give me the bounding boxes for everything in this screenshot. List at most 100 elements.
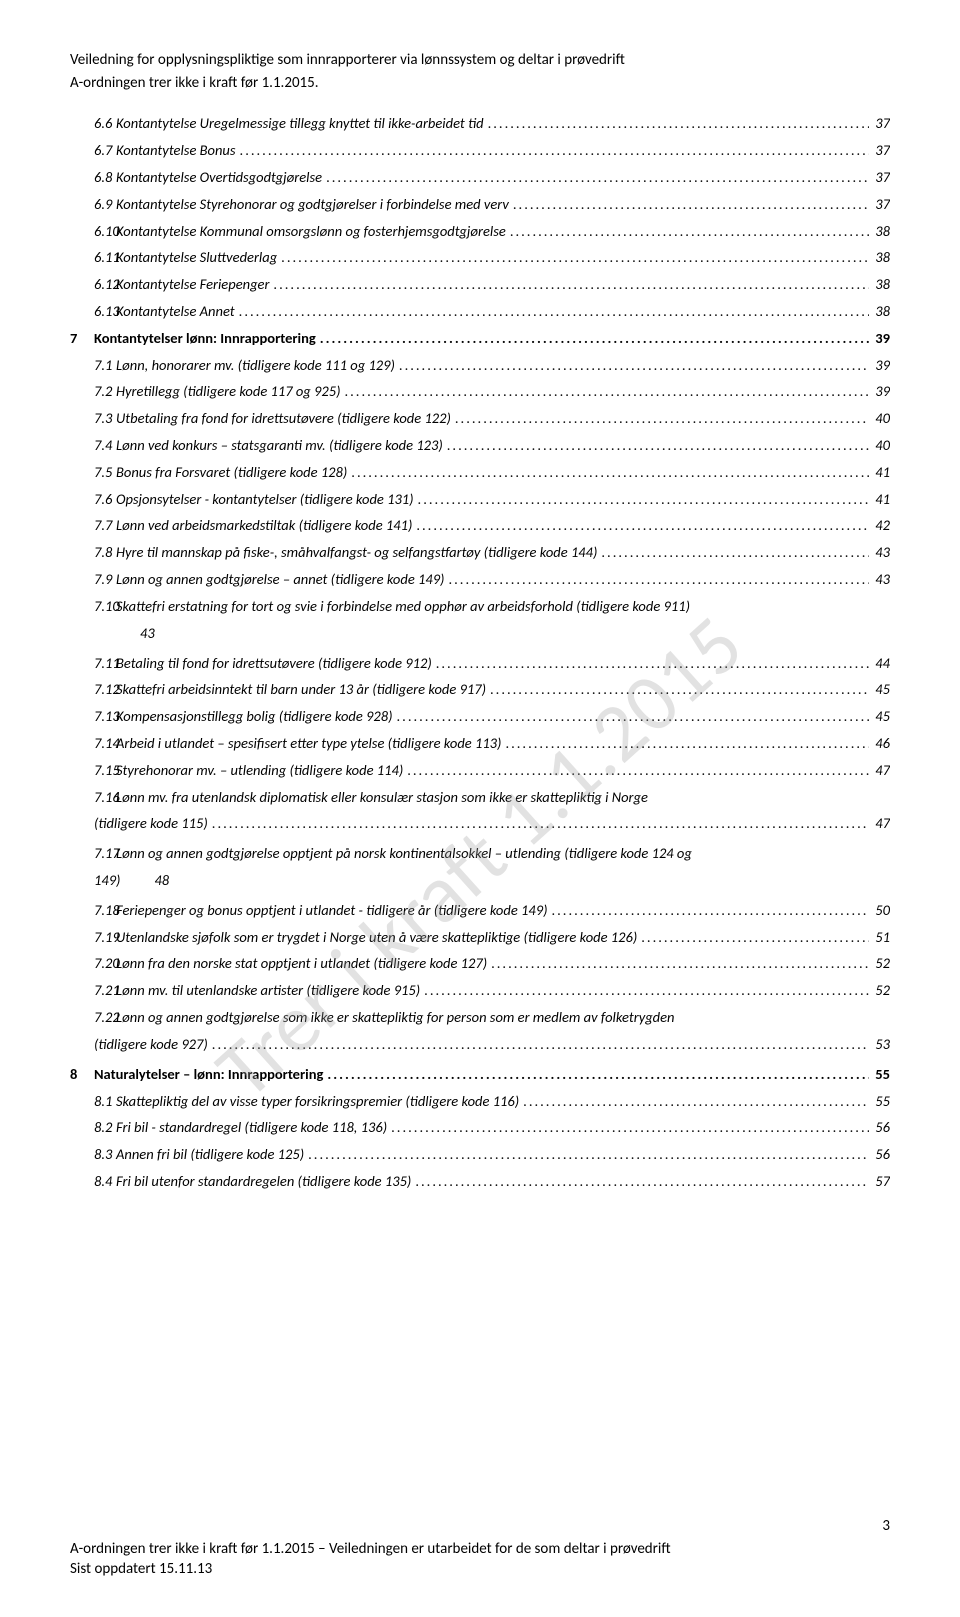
toc-entry: 6.10Kontantytelse Kommunal omsorgslønn o… — [70, 218, 890, 245]
header-subtitle: A-ordningen trer ikke i kraft før 1.1.20… — [70, 74, 890, 92]
toc-section-num: 7.21 — [70, 977, 116, 1004]
toc-page-ref: 41 — [869, 486, 890, 513]
toc-page-ref: 43 — [140, 620, 159, 647]
toc-entry: 7.10Skattefri erstatning for tort og svi… — [70, 593, 890, 620]
toc-section-title: Kontantytelse Overtidsgodtgjørelse — [116, 164, 326, 191]
toc-section-num: 6.11 — [70, 244, 116, 271]
toc-leader-dots — [436, 650, 870, 677]
toc-section-num: 7.2 — [70, 378, 116, 405]
toc-page-ref: 39 — [869, 325, 890, 352]
toc-section-num: 7.20 — [70, 950, 116, 977]
toc-entry: 7.13Kompensasjonstillegg bolig (tidliger… — [70, 703, 890, 730]
toc-section-title: Kompensasjonstillegg bolig (tidligere ko… — [116, 703, 397, 730]
toc-entry: 7.22Lønn og annen godtgjørelse som ikke … — [70, 1004, 890, 1031]
toc-entry: 6.12Kontantytelse Feriepenger38 — [70, 271, 890, 298]
toc-section-title: Utbetaling fra fond for idrettsutøvere (… — [116, 405, 455, 432]
toc-section-num: 6.7 — [70, 137, 116, 164]
toc-page-ref: 38 — [869, 244, 890, 271]
toc-entry-continuation: (tidligere kode 115)47 — [70, 810, 890, 837]
toc-leader-dots — [240, 137, 870, 164]
footer-line-2: Sist oppdatert 15.11.13 — [70, 1559, 890, 1579]
toc-chapter-num: 8 — [70, 1061, 94, 1088]
toc-section-num: 7.16 — [70, 784, 116, 811]
toc-section-title: Kontantytelse Styrehonorar og godtgjørel… — [116, 191, 513, 218]
toc-section-num: 7.5 — [70, 459, 116, 486]
toc-leader-dots — [327, 1061, 869, 1088]
toc-page-ref: 39 — [869, 352, 890, 379]
toc-page-ref: 55 — [869, 1088, 890, 1115]
toc-chapter-title: Kontantytelser lønn: Innrapportering — [94, 325, 320, 352]
toc-section-title: Kontantytelse Annet — [116, 298, 239, 325]
toc-leader-dots — [399, 352, 869, 379]
toc-section-num: 7.13 — [70, 703, 116, 730]
toc-entry: 7.5Bonus fra Forsvaret (tidligere kode 1… — [70, 459, 890, 486]
toc-page-ref: 45 — [869, 676, 890, 703]
toc-leader-dots — [490, 676, 869, 703]
toc-section-num: 6.12 — [70, 271, 116, 298]
toc-leader-dots — [601, 539, 869, 566]
toc-entry: 8.2Fri bil - standardregel (tidligere ko… — [70, 1114, 890, 1141]
toc-entry: 7.21Lønn mv. til utenlandske artister (t… — [70, 977, 890, 1004]
toc-leader-dots — [281, 244, 869, 271]
toc-section-title: Lønn ved arbeidsmarkedstiltak (tidligere… — [116, 512, 416, 539]
toc-leader-dots — [407, 757, 869, 784]
toc-section-num: 7.14 — [70, 730, 116, 757]
toc-section-num: 7.18 — [70, 897, 116, 924]
toc-section-num: 6.10 — [70, 218, 116, 245]
toc-section-title: Annen fri bil (tidligere kode 125) — [116, 1141, 308, 1168]
toc-page-ref: 50 — [869, 897, 890, 924]
toc-section-title: Kontantytelse Bonus — [116, 137, 240, 164]
toc-section-title: Fri bil utenfor standardregelen (tidlige… — [116, 1168, 415, 1195]
toc-page-ref: 43 — [869, 566, 890, 593]
toc-section-title: Lønn, honorarer mv. (tidligere kode 111 … — [116, 352, 399, 379]
toc-entry: 7.2Hyretillegg (tidligere kode 117 og 92… — [70, 378, 890, 405]
toc-entry: 8.4Fri bil utenfor standardregelen (tidl… — [70, 1168, 890, 1195]
toc-leader-dots — [391, 1114, 869, 1141]
toc-section-num: 7.3 — [70, 405, 116, 432]
toc-section-num: 6.8 — [70, 164, 116, 191]
toc-leader-dots — [212, 810, 870, 837]
toc-entry: 7.18Feriepenger og bonus opptjent i utla… — [70, 897, 890, 924]
toc-section-title: Utenlandske sjøfolk som er trygdet i Nor… — [116, 924, 641, 951]
toc-section-num: 8.3 — [70, 1141, 116, 1168]
toc-section-num: 7.22 — [70, 1004, 116, 1031]
toc-section-title: Bonus fra Forsvaret (tidligere kode 128) — [116, 459, 351, 486]
toc-section-num: 7.8 — [70, 539, 116, 566]
toc-section-title: Lønn fra den norske stat opptjent i utla… — [116, 950, 491, 977]
toc-chapter-num: 7 — [70, 325, 94, 352]
toc-section-title: Hyre til mannskap på fiske-, småhvalfang… — [116, 539, 601, 566]
toc-page-ref: 38 — [869, 298, 890, 325]
toc-entry: 7.6Opsjonsytelser - kontantytelser (tidl… — [70, 486, 890, 513]
toc-page-ref: 53 — [869, 1031, 890, 1058]
toc-leader-dots — [418, 486, 870, 513]
toc-entry: 6.13Kontantytelse Annet38 — [70, 298, 890, 325]
toc-section-title: Styrehonorar mv. – utlending (tidligere … — [116, 757, 407, 784]
toc-entry-continuation: 43 — [70, 620, 890, 647]
toc-leader-dots — [447, 432, 870, 459]
toc-entry: 7.15Styrehonorar mv. – utlending (tidlig… — [70, 757, 890, 784]
toc-leader-dots — [397, 703, 870, 730]
toc-section-num: 8.4 — [70, 1168, 116, 1195]
toc-entry: 6.7Kontantytelse Bonus 37 — [70, 137, 890, 164]
toc-section-num: 7.6 — [70, 486, 116, 513]
toc-page-ref: 57 — [869, 1168, 890, 1195]
toc-page-ref: 46 — [869, 730, 890, 757]
toc-leader-dots — [344, 378, 869, 405]
toc-leader-dots — [415, 1168, 869, 1195]
toc-section-num: 7.9 — [70, 566, 116, 593]
toc-section-num: 6.9 — [70, 191, 116, 218]
toc-section-title: Arbeid i utlandet – spesifisert etter ty… — [116, 730, 505, 757]
toc-section-title: Lønn mv. fra utenlandsk diplomatisk elle… — [116, 784, 652, 811]
toc-leader-dots — [320, 325, 870, 352]
toc-page-ref: 52 — [869, 977, 890, 1004]
toc-page-ref: 37 — [869, 110, 890, 137]
toc-page-ref: 37 — [869, 137, 890, 164]
toc-entry: 8.3Annen fri bil (tidligere kode 125)56 — [70, 1141, 890, 1168]
toc-section-num: 7.17 — [70, 840, 116, 867]
toc-continuation-text: 149) — [70, 867, 124, 894]
toc-page-ref: 42 — [869, 512, 890, 539]
toc-leader-dots — [351, 459, 869, 486]
toc-section-num: 7.4 — [70, 432, 116, 459]
toc-leader-dots — [523, 1088, 869, 1115]
toc-page-ref: 47 — [869, 757, 890, 784]
